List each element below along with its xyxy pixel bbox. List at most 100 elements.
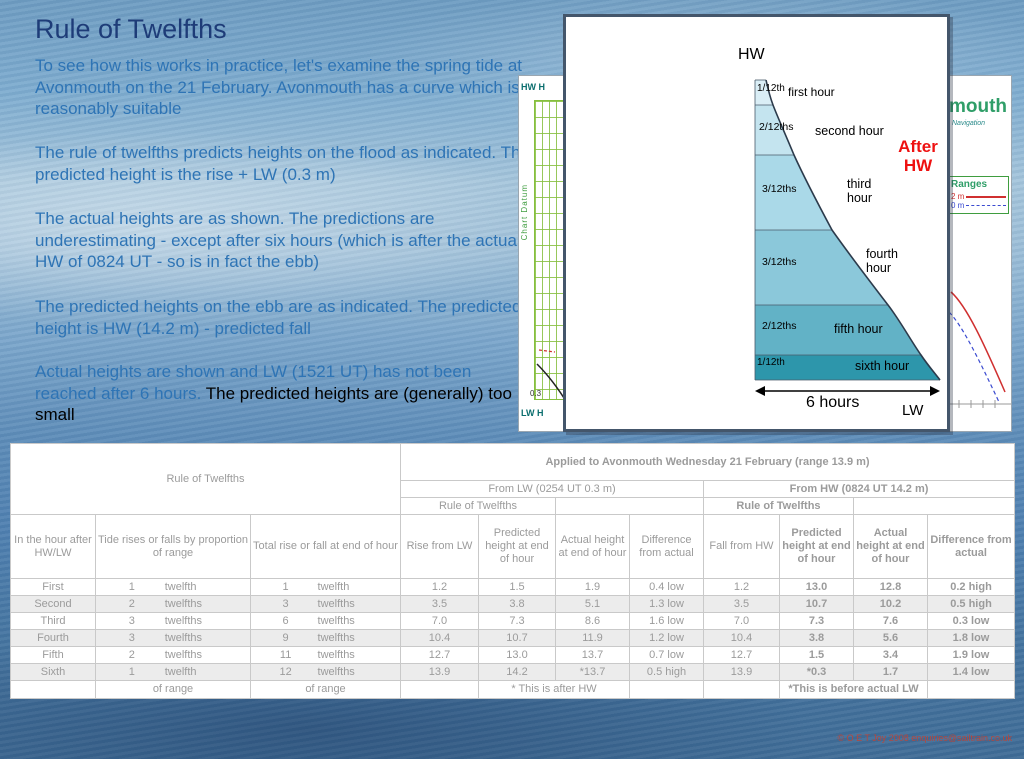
cell-diff-lw: 0.5 high bbox=[629, 663, 704, 681]
col-header-total: Total rise or fall at end of hour bbox=[250, 514, 401, 579]
cell-pred-lw: 7.3 bbox=[478, 612, 556, 630]
cell-pred-lw: 3.8 bbox=[478, 595, 556, 613]
after-hw-label: After HW bbox=[889, 137, 947, 175]
cell-hour: Third bbox=[10, 612, 96, 630]
footer-empty bbox=[400, 680, 479, 699]
chart-datum-value: 0.3 bbox=[530, 389, 542, 398]
cell-actual-hw: 1.7 bbox=[853, 663, 928, 681]
chart-lw-heights-label: LW H bbox=[521, 408, 544, 418]
rule-subhead-hw: Rule of Twelfths bbox=[703, 497, 854, 515]
cell-hour: Sixth bbox=[10, 663, 96, 681]
cell-actual-lw: 1.9 bbox=[555, 578, 630, 596]
cell-fall-hw: 13.9 bbox=[703, 663, 780, 681]
band-fraction-1: 1/12th bbox=[757, 83, 785, 94]
cell-number: 2 bbox=[128, 648, 135, 661]
band-hour-5: fifth hour bbox=[834, 322, 883, 336]
cell-fall-hw: 7.0 bbox=[703, 612, 780, 630]
cell-pred-hw: *0.3 bbox=[779, 663, 854, 681]
cell-unit: twelfths bbox=[164, 631, 203, 644]
cell-number: 3 bbox=[282, 597, 289, 610]
cell-unit: twelfth bbox=[164, 580, 197, 593]
cell-unit: twelfths bbox=[317, 665, 355, 678]
lw-label: LW bbox=[902, 402, 924, 419]
footer-note-hw: *This is before actual LW bbox=[779, 680, 928, 699]
cell-actual-hw: 7.6 bbox=[853, 612, 928, 630]
col-header-rise-lw: Rise from LW bbox=[400, 514, 479, 579]
cell-unit: twelfths bbox=[317, 614, 355, 627]
footer-of-range-b: of range bbox=[95, 680, 251, 699]
cell-pred-hw: 3.8 bbox=[779, 629, 854, 647]
cell-pred-lw: 14.2 bbox=[478, 663, 556, 681]
paragraph-2: The rule of twelfths predicts heights on… bbox=[35, 143, 530, 184]
chart-datum-label: Chart Datum bbox=[520, 184, 529, 241]
paragraph-5: Actual heights are shown and LW (1521 UT… bbox=[35, 361, 537, 426]
cell-number: 2 bbox=[128, 597, 135, 610]
cell-number: 11 bbox=[279, 648, 292, 661]
cell-hour: First bbox=[10, 578, 96, 596]
cell-pred-lw: 13.0 bbox=[478, 646, 556, 664]
avonmouth-logo: mouth bbox=[949, 96, 1008, 117]
legend-row-springs: 2 m bbox=[951, 192, 1006, 201]
cell-fall-hw: 3.5 bbox=[703, 595, 780, 613]
band-hour-3: third hour bbox=[847, 177, 873, 205]
cell-proportion: 1 twelfth bbox=[95, 578, 251, 596]
band-fraction-5: 2/12ths bbox=[762, 320, 797, 332]
band-fill-6 bbox=[755, 355, 940, 380]
band-hour-4: fourth hour bbox=[866, 247, 898, 275]
cell-pred-hw: 7.3 bbox=[779, 612, 854, 630]
cell-number: 9 bbox=[282, 631, 289, 644]
cell-fall-hw: 10.4 bbox=[703, 629, 780, 647]
table-row: Third 3 twelfths 6 twelfths 7.0 7.3 8.6 1.… bbox=[10, 612, 1016, 630]
footer-note-lw: * This is after HW bbox=[478, 680, 630, 699]
band-fill-3 bbox=[755, 155, 832, 230]
cell-unit: twelfth bbox=[317, 580, 350, 593]
mini-tide-curves bbox=[947, 291, 1011, 408]
cell-unit: twelfths bbox=[317, 597, 355, 610]
paragraph-3: The actual heights are as shown. The pre… bbox=[35, 209, 521, 272]
paragraph-5-black: The predicted heights are (generally) to… bbox=[35, 383, 512, 425]
col-header-diff-lw: Difference from actual bbox=[629, 514, 704, 579]
copyright-credit: © O E T Joy 2008 enquiries@sailtrain.co.… bbox=[837, 733, 1012, 743]
cell-total: 1 twelfth bbox=[250, 578, 401, 596]
cell-rise-lw: 1.2 bbox=[400, 578, 479, 596]
cell-diff-lw: 0.7 low bbox=[629, 646, 704, 664]
blue-dashed-line-icon bbox=[966, 205, 1006, 206]
page-title: Rule of Twelfths bbox=[35, 14, 227, 44]
cell-rise-lw: 7.0 bbox=[400, 612, 479, 630]
neap-curve bbox=[948, 311, 1000, 403]
cell-proportion: 1 twelfth bbox=[95, 663, 251, 681]
cell-actual-lw: 8.6 bbox=[555, 612, 630, 630]
cell-proportion: 3 twelfths bbox=[95, 612, 251, 630]
legend-row-neaps: 0 m bbox=[951, 201, 1006, 210]
band-dividers bbox=[754, 79, 940, 381]
from-hw-header: From HW (0824 UT 14.2 m) bbox=[702, 480, 1016, 498]
footer-empty bbox=[629, 680, 704, 699]
cell-diff-hw: 0.3 low bbox=[926, 612, 1016, 630]
cell-pred-lw: 10.7 bbox=[478, 629, 556, 647]
twelfths-diagram: HW 1/12th first hour 2/12ths second hour… bbox=[563, 14, 950, 432]
rule-subhead-lw: Rule of Twelfths bbox=[400, 497, 556, 515]
table-row: Fifth 2 twelfths 11 twelfths 12.7 13.0 13.… bbox=[10, 646, 1016, 664]
paragraph-1: To see how this works in practice, let's… bbox=[35, 56, 523, 119]
tide-curve-svg bbox=[754, 79, 941, 396]
cell-diff-hw: 0.2 high bbox=[926, 578, 1016, 596]
after-hw-line1: After bbox=[898, 137, 938, 156]
table-row: First 1 twelfth 1 twelfth 1.2 1.5 1.9 0.4 … bbox=[10, 578, 1016, 596]
tide-curve bbox=[765, 79, 941, 381]
from-lw-header: From LW (0254 UT 0.3 m) bbox=[400, 480, 704, 498]
cell-total: 12 twelfths bbox=[250, 663, 401, 681]
col-header-proportion: Tide rises or falls by proportion of ran… bbox=[95, 514, 251, 579]
paragraph-5-blue: Actual heights are shown and LW (1521 UT… bbox=[35, 362, 472, 403]
ranges-title: Ranges bbox=[951, 179, 988, 190]
cell-diff-hw: 1.8 low bbox=[926, 629, 1016, 647]
cell-number: 1 bbox=[282, 580, 289, 593]
band-fill-2 bbox=[755, 105, 794, 155]
cell-total: 9 twelfths bbox=[250, 629, 401, 647]
col-header-actual-lw: Actual height at end of hour bbox=[555, 514, 630, 579]
cell-unit: twelfths bbox=[164, 597, 203, 610]
cell-unit: twelfth bbox=[164, 665, 197, 678]
col-header-pred-hw: Predicted height at end of hour bbox=[779, 514, 854, 579]
cell-actual-lw: *13.7 bbox=[555, 663, 630, 681]
cell-unit: twelfths bbox=[317, 648, 355, 661]
cell-diff-hw: 1.4 low bbox=[926, 663, 1016, 681]
